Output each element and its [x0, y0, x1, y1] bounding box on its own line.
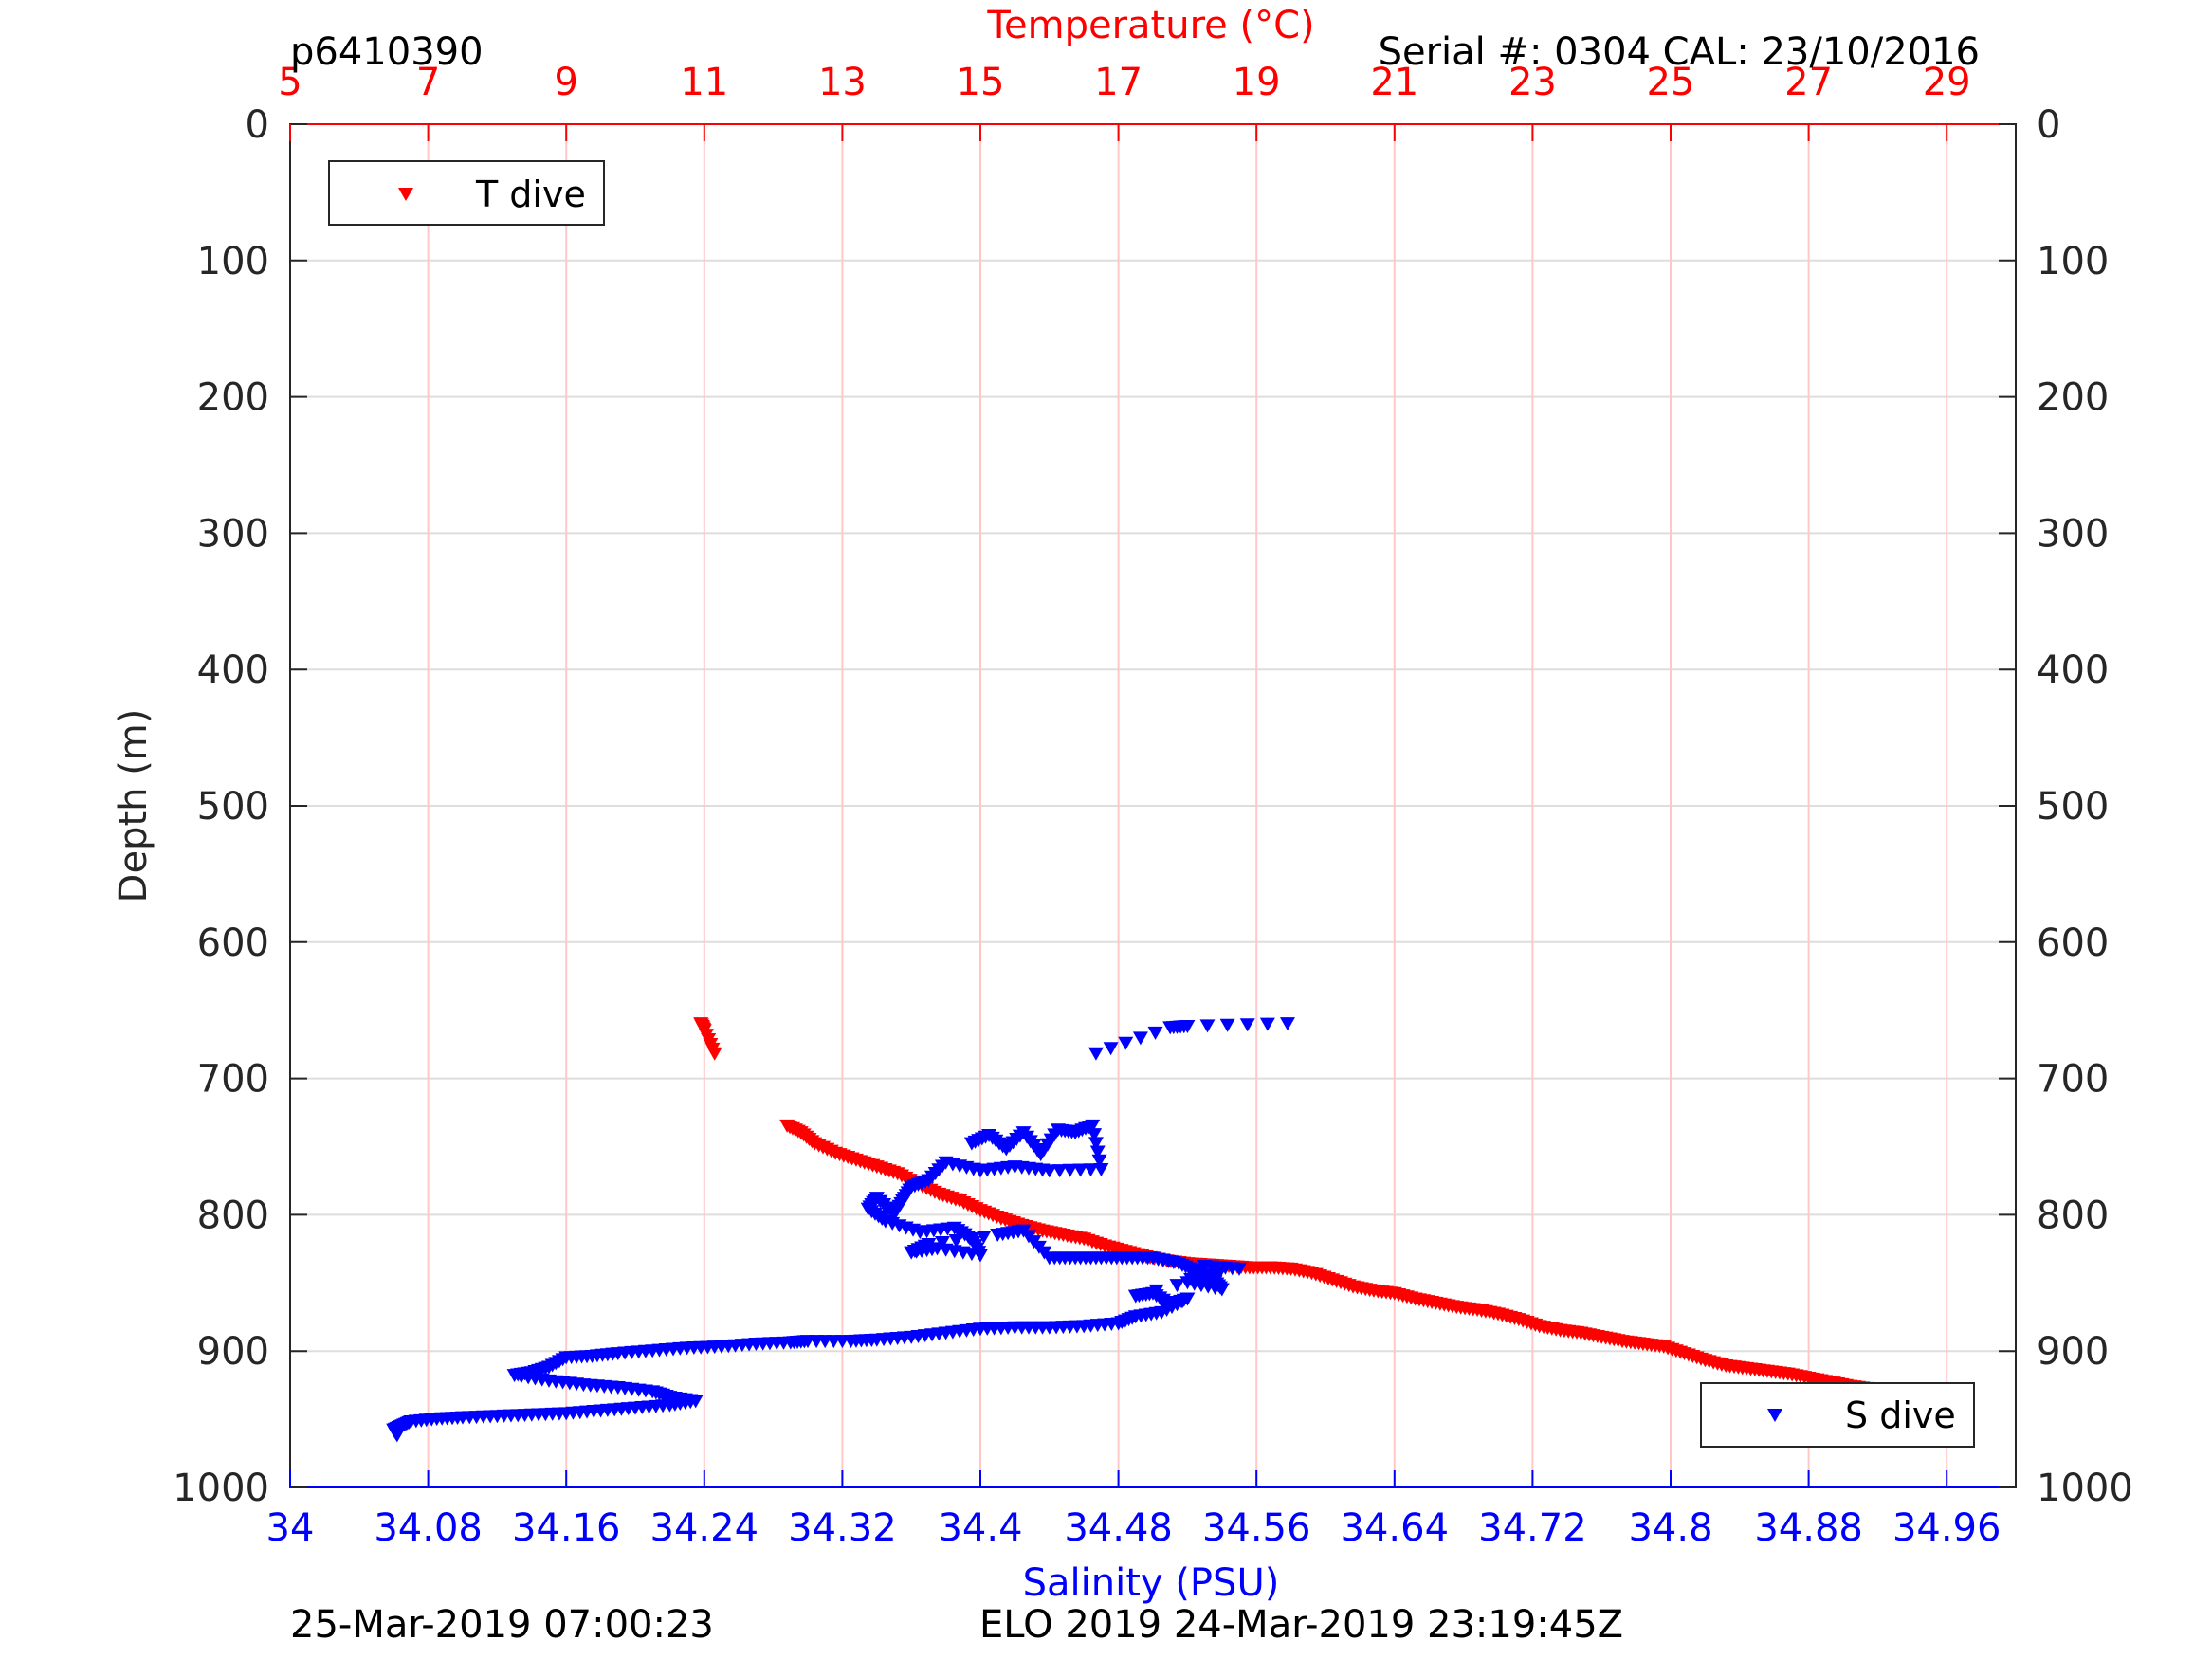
y-tick-label-right: 600: [2037, 921, 2109, 965]
top-axis-tick-label: 21: [1370, 61, 1418, 104]
y-tick-label-right: 500: [2037, 785, 2109, 829]
legend-t-dive: T dive: [328, 160, 605, 226]
top-axis-tick-label: 25: [1647, 61, 1695, 104]
s-dive-point: [1199, 1019, 1216, 1033]
s-dive-point: [1239, 1018, 1255, 1032]
bottom-axis-tick-label: 34.32: [788, 1506, 897, 1550]
t-dive-series: [693, 1017, 1968, 1437]
bottom-axis-tick-label: 34.88: [1754, 1506, 1863, 1550]
y-tick-label-left: 100: [197, 240, 269, 283]
bottom-axis-tick-label: 34.72: [1478, 1506, 1587, 1550]
top-axis-tick-label: 19: [1233, 61, 1281, 104]
bottom-axis-tick-label: 34.4: [938, 1506, 1022, 1550]
y-tick-label-left: 500: [197, 785, 269, 829]
s-dive-point: [1219, 1018, 1235, 1032]
y-tick-label-left: 300: [197, 512, 269, 556]
y-tick-label-left: 200: [197, 376, 269, 420]
y-tick-label-left: 700: [197, 1058, 269, 1102]
y-tick-label-right: 1000: [2037, 1467, 2133, 1510]
y-tick-label-left: 400: [197, 648, 269, 692]
top-axis-tick-label: 15: [957, 61, 1005, 104]
y-tick-label-left: 900: [197, 1330, 269, 1374]
s-dive-series: [386, 1017, 1295, 1443]
y-tick-label-right: 400: [2037, 648, 2109, 692]
s-dive-point: [1088, 1137, 1104, 1151]
s-dive-point: [1093, 1162, 1109, 1176]
s-dive-point: [1232, 1262, 1247, 1276]
s-dive-point: [1088, 1047, 1104, 1061]
s-dive-point: [1085, 1119, 1101, 1133]
s-dive-point: [976, 1230, 992, 1244]
s-dive-point: [1132, 1031, 1148, 1046]
t-dive-point: [706, 1047, 722, 1061]
s-dive-point: [1118, 1036, 1134, 1050]
s-dive-point: [1051, 1164, 1068, 1178]
y-tick-label-right: 200: [2037, 376, 2109, 420]
top-axis-label: Temperature (°C): [986, 4, 1314, 47]
bottom-axis-tick-label: 34.16: [512, 1506, 621, 1550]
s-dive-point: [962, 1231, 978, 1246]
y-tick-label-right: 300: [2037, 512, 2109, 556]
bottom-axis-tick-label: 34.8: [1628, 1506, 1712, 1550]
legend-t-dive-marker: [398, 188, 413, 201]
legend-s-dive-box: [1700, 1382, 1975, 1448]
y-tick-label-right: 0: [2037, 103, 2060, 147]
y-tick-label-right: 800: [2037, 1194, 2109, 1237]
tick-layer: 0 0 100 100 200 200 300 300 400 400 500 500 600 600 70…: [173, 61, 2133, 1550]
s-dive-point: [1211, 1267, 1227, 1282]
y-tick-label-left: 1000: [173, 1467, 269, 1510]
s-dive-point: [1190, 1273, 1206, 1287]
y-tick-label-right: 700: [2037, 1058, 2109, 1102]
y-tick-label-right: 100: [2037, 240, 2109, 283]
top-axis-tick-label: 23: [1508, 61, 1557, 104]
s-dive-point: [1091, 1154, 1107, 1168]
s-dive-point: [1072, 1163, 1088, 1177]
top-axis-tick-label: 27: [1784, 61, 1833, 104]
profile-id: p6410390: [290, 30, 484, 74]
legend-s-dive-marker: [1767, 1409, 1782, 1422]
y-tick-label-left: 0: [246, 103, 269, 147]
serial-info: Serial #: 0304 CAL: 23/10/2016: [1379, 30, 1980, 74]
s-dive-point: [1279, 1017, 1295, 1031]
legend-t-dive-label: T dive: [475, 173, 586, 215]
s-dive-point: [1089, 1145, 1106, 1159]
footer-timestamp: 25-Mar-2019 07:00:23: [290, 1603, 714, 1647]
top-axis-tick-label: 5: [278, 61, 302, 104]
legend-s-dive: S dive: [1700, 1382, 1975, 1448]
y-tick-label-left: 800: [197, 1194, 269, 1237]
bottom-axis-tick-label: 34.48: [1064, 1506, 1173, 1550]
top-axis-tick-label: 17: [1094, 61, 1143, 104]
bottom-axis-tick-label: 34.08: [374, 1506, 483, 1550]
s-dive-point: [1169, 1279, 1185, 1293]
s-dive-point: [1103, 1042, 1119, 1056]
y-axis-label: Depth (m): [112, 709, 155, 903]
bottom-axis-tick-label: 34: [266, 1506, 315, 1550]
top-axis-tick-label: 9: [554, 61, 577, 104]
s-dive-point: [1083, 1163, 1099, 1177]
s-dive-point: [934, 1236, 950, 1250]
top-axis-tick-label: 7: [416, 61, 440, 104]
y-tick-label-right: 900: [2037, 1330, 2109, 1374]
top-axis-tick-label: 29: [1923, 61, 1971, 104]
y-tick-label-left: 600: [197, 921, 269, 965]
bottom-axis-tick-label: 34.96: [1892, 1506, 2002, 1550]
s-dive-point: [1087, 1128, 1103, 1142]
bottom-axis-tick-label: 34.56: [1202, 1506, 1311, 1550]
bottom-axis-tick-label: 34.64: [1341, 1506, 1450, 1550]
legend-t-dive-box: [328, 160, 605, 226]
bottom-axis-label: Salinity (PSU): [1023, 1561, 1280, 1605]
s-dive-point: [1062, 1163, 1078, 1177]
top-axis-tick-label: 11: [680, 61, 728, 104]
s-dive-point: [1179, 1019, 1196, 1033]
s-dive-point: [1147, 1026, 1163, 1040]
s-dive-point: [948, 1234, 964, 1249]
s-dive-point: [1259, 1017, 1275, 1031]
bottom-axis-tick-label: 34.24: [650, 1506, 759, 1550]
footer-info: ELO 2019 24-Mar-2019 23:19:45Z: [979, 1603, 1623, 1647]
legend-s-dive-label: S dive: [1845, 1395, 1956, 1436]
s-dive-point: [921, 1238, 937, 1252]
top-axis-tick-label: 13: [818, 61, 867, 104]
s-dive-point: [389, 1429, 405, 1443]
